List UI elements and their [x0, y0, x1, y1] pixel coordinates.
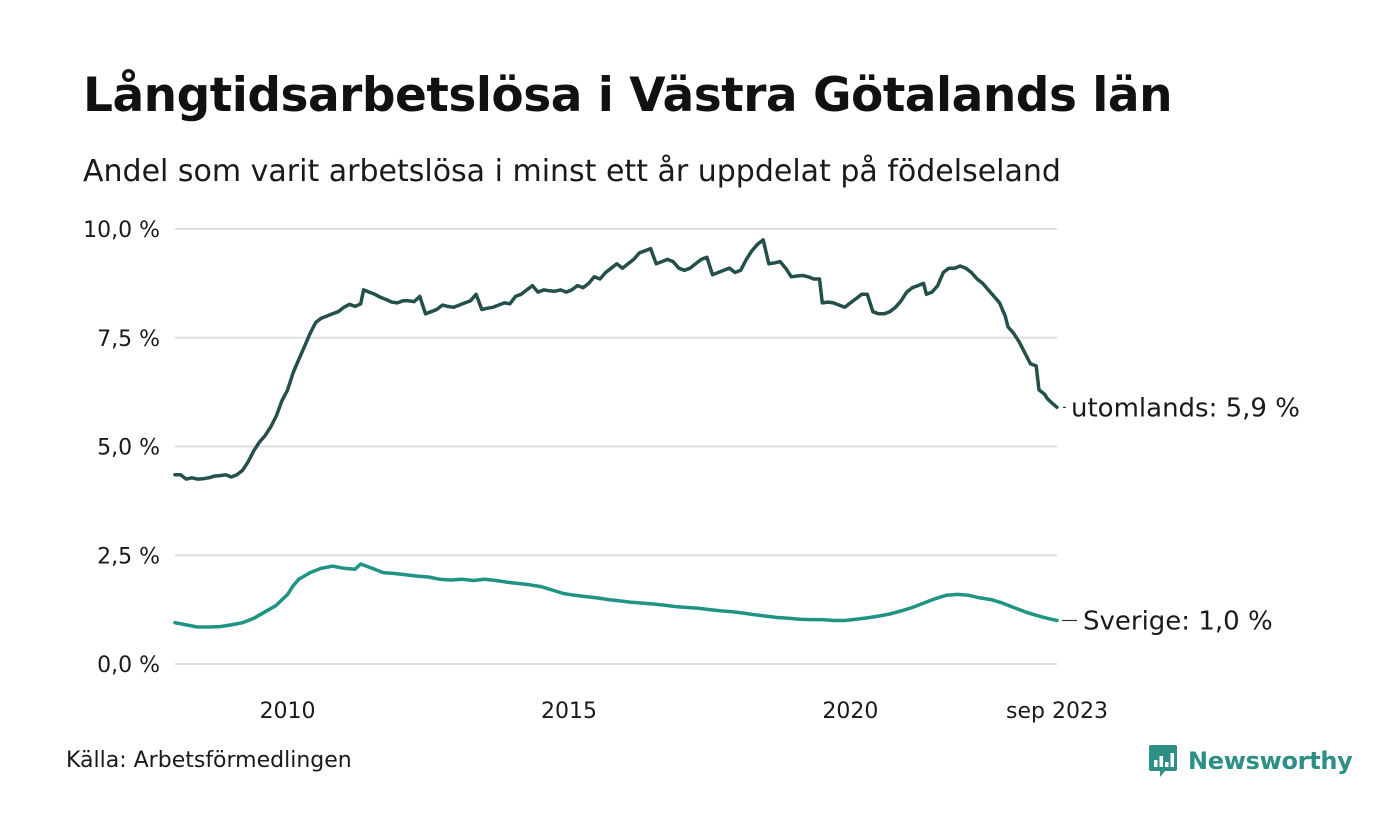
x-tick-label: sep 2023: [1006, 699, 1108, 724]
series-line-sverige: [173, 562, 1059, 629]
series-line-utomlands: [173, 238, 1059, 481]
chart-subtitle: Andel som varit arbetslösa i minst ett å…: [83, 154, 1061, 189]
x-tick-label: 2020: [822, 699, 878, 724]
y-tick-label: 10,0 %: [83, 218, 160, 243]
series-end-label: utomlands: 5,9 %: [1071, 393, 1300, 423]
brand-logo[interactable]: Newsworthy: [1148, 743, 1353, 779]
source-note: Källa: Arbetsförmedlingen: [66, 748, 352, 773]
series-end-label: Sverige: 1,0 %: [1083, 607, 1273, 637]
y-tick-label: 5,0 %: [97, 436, 160, 461]
brand-name: Newsworthy: [1188, 747, 1353, 775]
chart-title: Långtidsarbetslösa i Västra Götalands lä…: [83, 68, 1173, 123]
y-tick-label: 7,5 %: [97, 327, 160, 352]
y-tick-label: 0,0 %: [97, 653, 160, 678]
newsworthy-logo-icon: [1149, 745, 1177, 777]
x-tick-label: 2015: [541, 699, 597, 724]
y-tick-label: 2,5 %: [97, 544, 160, 569]
x-tick-label: 2010: [260, 699, 316, 724]
